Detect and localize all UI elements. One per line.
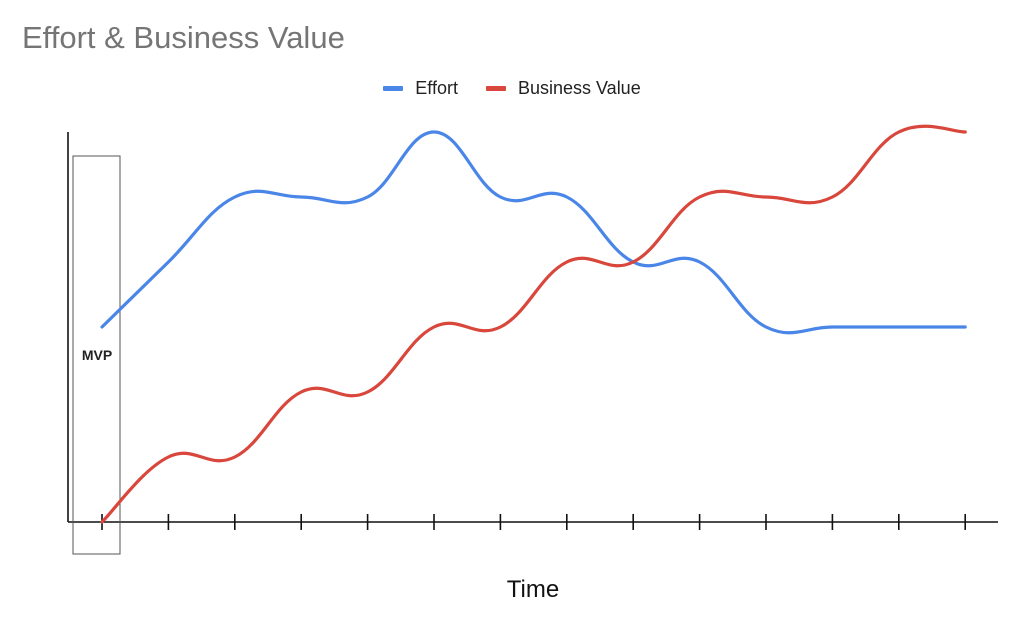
annotations: MVP xyxy=(72,155,121,555)
x-ticks xyxy=(101,514,967,530)
legend-label-business-value: Business Value xyxy=(517,78,641,98)
mvp-label: MVP xyxy=(82,347,112,363)
series-line-effort xyxy=(100,130,967,335)
legend-swatch-business-value xyxy=(485,86,506,91)
legend-label-effort: Effort xyxy=(415,78,458,98)
legend-item-business-value: Business Value xyxy=(485,78,641,99)
legend-item-effort: Effort xyxy=(383,78,458,99)
legend: Effort Business Value xyxy=(0,78,1024,99)
mvp-box xyxy=(72,155,121,555)
legend-swatch-effort xyxy=(383,86,404,91)
axes xyxy=(67,132,998,523)
series-line-business-value xyxy=(100,124,967,524)
chart-title: Effort & Business Value xyxy=(22,20,345,55)
x-axis-label: Time xyxy=(507,576,559,603)
series-lines xyxy=(100,124,967,524)
